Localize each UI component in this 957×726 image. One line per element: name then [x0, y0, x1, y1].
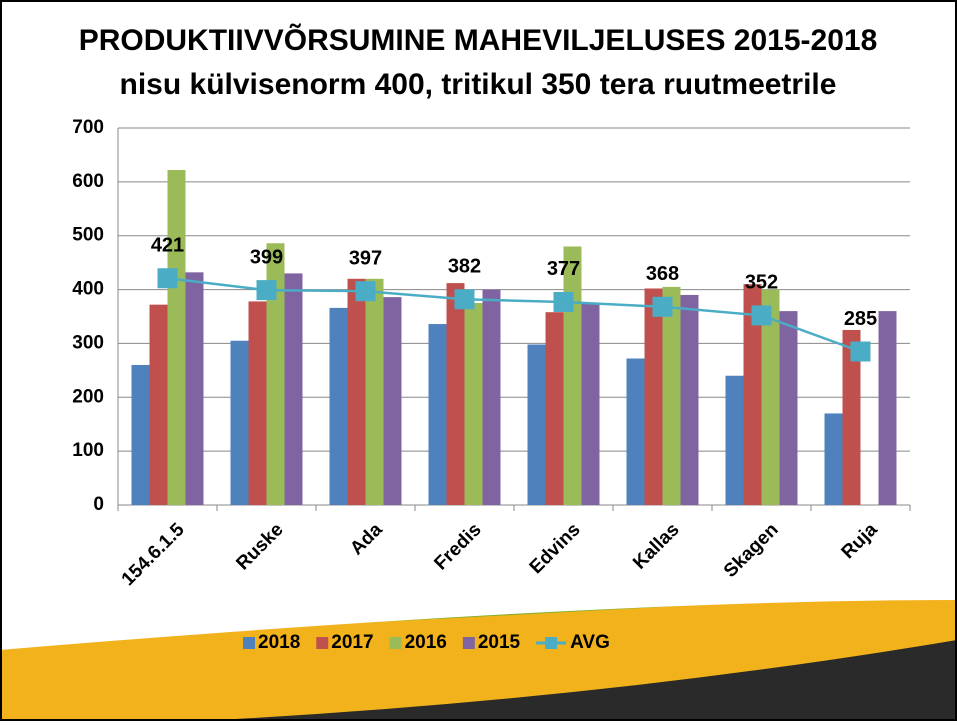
legend-label: 2016 — [405, 632, 447, 653]
data-label: 368 — [646, 263, 679, 285]
bar — [446, 283, 465, 505]
data-label: 421 — [151, 235, 184, 257]
bar — [482, 289, 501, 505]
bar — [131, 364, 150, 505]
legend-label: 2015 — [478, 632, 521, 653]
y-tick-label: 300 — [72, 332, 104, 353]
line — [167, 277, 861, 353]
y-tick-label: 600 — [72, 171, 104, 192]
bar — [563, 246, 582, 505]
legend-marker — [545, 637, 558, 649]
bar — [248, 301, 267, 505]
bar — [185, 272, 204, 505]
marker — [553, 291, 574, 312]
data-label: 399 — [250, 246, 283, 268]
bar — [626, 358, 645, 505]
bar — [329, 307, 348, 505]
marker — [751, 305, 772, 326]
bar — [149, 304, 168, 505]
bar — [545, 312, 564, 505]
bar — [365, 278, 384, 505]
bar — [779, 311, 798, 505]
marker — [652, 296, 673, 317]
data-label: 377 — [547, 258, 580, 280]
data-label: 397 — [349, 247, 382, 269]
legend-label: AVG — [570, 632, 610, 653]
bar — [266, 243, 285, 506]
bar — [230, 340, 249, 505]
legend-swatch — [462, 637, 475, 649]
bar — [824, 413, 843, 505]
marker — [256, 280, 277, 301]
y-tick-label: 700 — [72, 117, 104, 138]
y-tick-label: 100 — [72, 440, 104, 461]
y-tick-label: 0 — [93, 494, 104, 515]
y-tick-label: 400 — [72, 279, 104, 300]
marker — [454, 289, 475, 310]
bar — [680, 294, 699, 505]
bar — [383, 297, 402, 505]
marker — [157, 268, 178, 289]
legend-swatch — [243, 637, 255, 649]
marker — [850, 341, 871, 362]
y-tick-label: 200 — [72, 386, 104, 407]
bar — [842, 329, 861, 505]
legend-swatch — [389, 637, 402, 649]
legend-label: 2017 — [331, 632, 373, 653]
chart-subtitle: nisu külvisenorm 400, tritikul 350 tera … — [120, 68, 837, 101]
data-label: 382 — [448, 256, 481, 278]
swoosh-white — [0, 560, 957, 650]
bar — [725, 375, 744, 505]
bar — [878, 311, 897, 505]
marker — [355, 281, 376, 302]
legend-label: 2018 — [258, 632, 300, 653]
chart-title: PRODUKTIIVVÕRSUMINE MAHEVILJELUSES 2015-… — [79, 23, 878, 57]
swoosh-dark — [200, 640, 957, 721]
bar — [347, 278, 366, 505]
bar — [167, 170, 186, 505]
bar — [284, 273, 303, 505]
bar — [761, 289, 780, 505]
bar — [581, 303, 600, 505]
bar — [527, 344, 546, 505]
bar — [662, 286, 681, 505]
y-tick-label: 500 — [72, 225, 104, 246]
data-label: 352 — [745, 272, 778, 294]
bar — [428, 324, 447, 505]
bar — [644, 288, 663, 505]
data-label: 285 — [844, 308, 877, 330]
bar — [464, 303, 483, 505]
legend-swatch — [316, 637, 329, 649]
bar — [743, 284, 762, 505]
